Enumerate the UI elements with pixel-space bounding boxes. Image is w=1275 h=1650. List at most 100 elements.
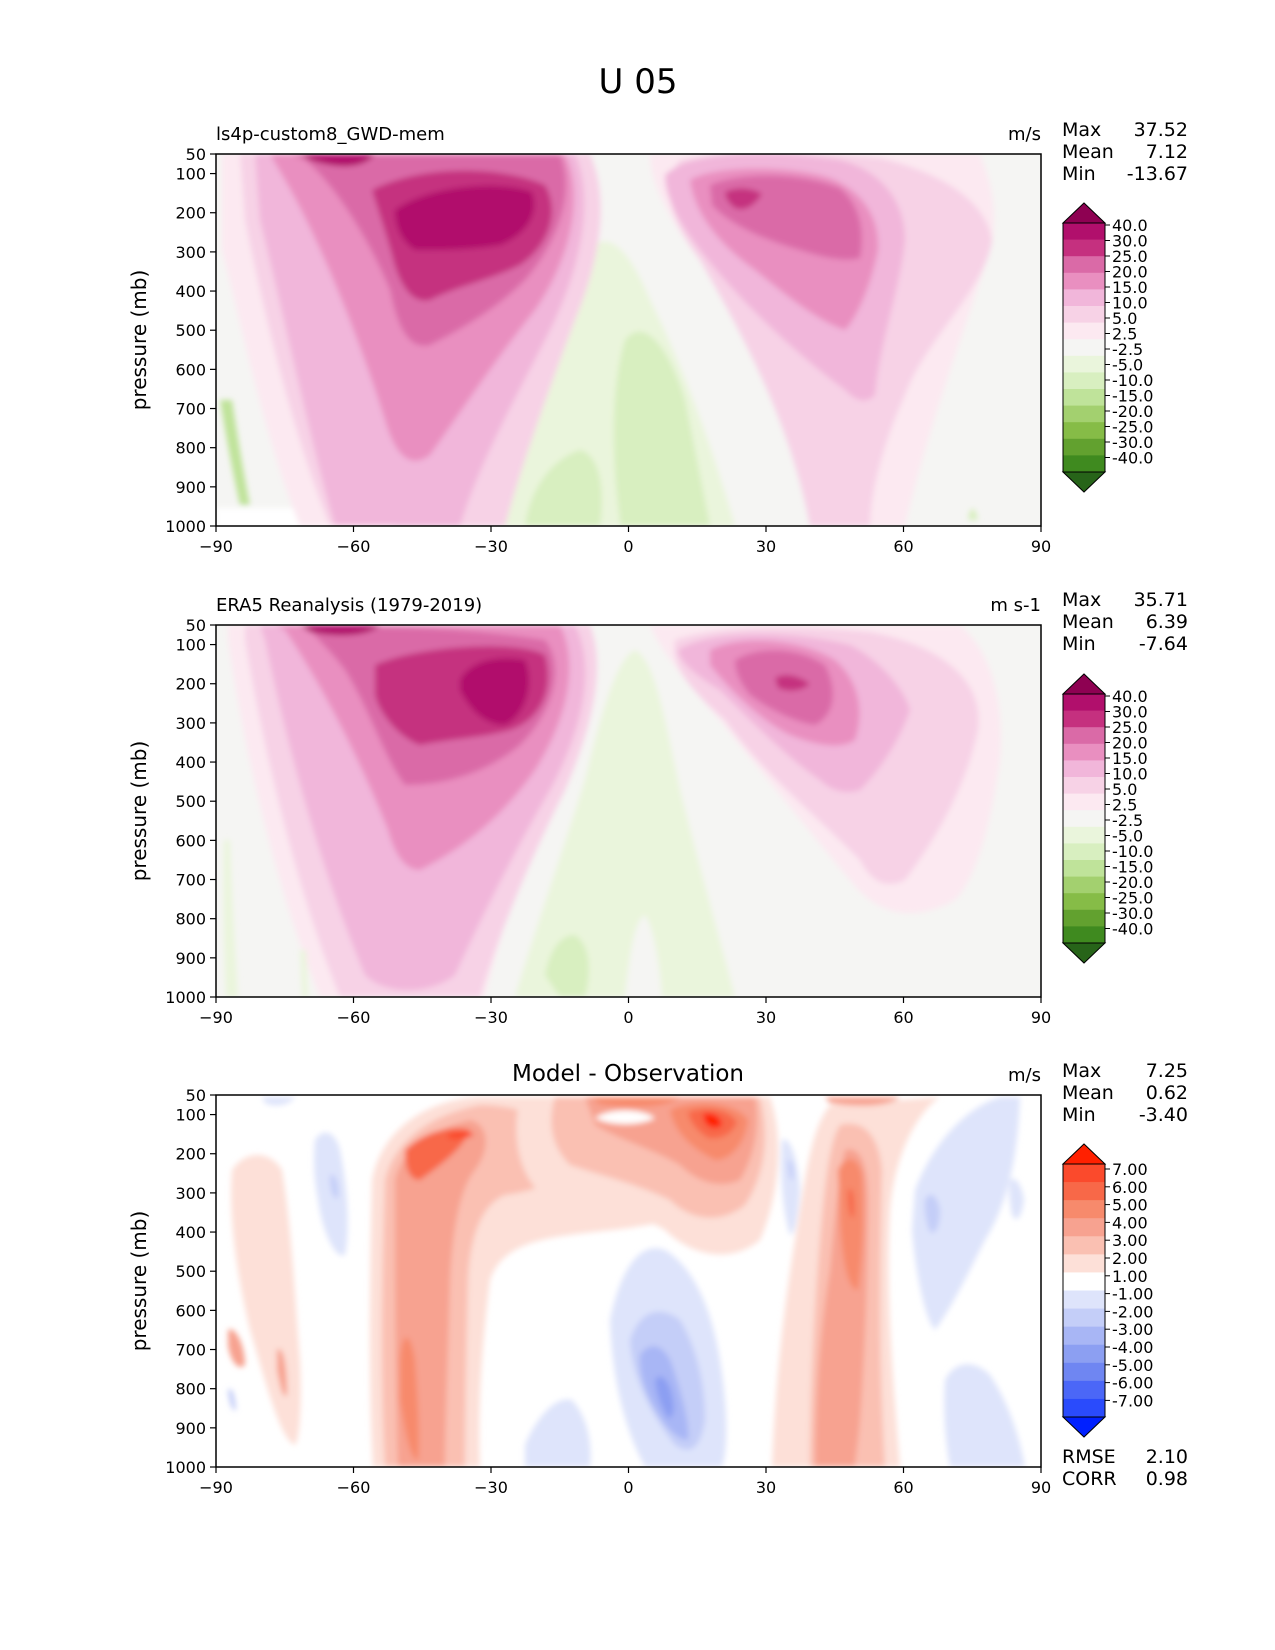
- colorbar-band: [1063, 322, 1105, 340]
- southern-jet-top: [300, 625, 380, 636]
- northern-negative-1-core: [788, 1159, 794, 1181]
- xtick-label: −90: [199, 1478, 233, 1497]
- colorbar-band: [1063, 438, 1105, 456]
- panel-model-colorbar: 40.030.025.020.015.010.05.02.5-2.5-5.0-1…: [1061, 202, 1153, 493]
- ytick-label: 400: [175, 753, 206, 772]
- upper-negative: [262, 1097, 295, 1106]
- colorbar-label: 20.0: [1112, 734, 1148, 753]
- colorbar-band: [1063, 777, 1105, 795]
- colorbar-label: -4.00: [1112, 1338, 1153, 1357]
- ytick-label: 200: [175, 675, 206, 694]
- colorbar-frame: [1062, 1163, 1106, 1418]
- panel-era5-ylabel: pressure (mb): [127, 741, 151, 882]
- colorbar-band: [1063, 1326, 1105, 1346]
- colorbar-label: 6.00: [1112, 1178, 1148, 1197]
- colorbar-band: [1063, 272, 1105, 290]
- colorbar-band: [1063, 760, 1105, 778]
- panel-difference-ylabel: pressure (mb): [127, 1211, 151, 1352]
- southern-jet-top: [300, 154, 375, 167]
- northern-negative-4: [1009, 1178, 1024, 1220]
- colorbar-label: 40.0: [1112, 216, 1148, 235]
- ytick-label: 800: [175, 910, 206, 929]
- ytick-label: 1000: [165, 1458, 206, 1477]
- equatorial-upper: [590, 1097, 680, 1107]
- southern-jet-core: [395, 185, 535, 250]
- colorbar-band: [1063, 1272, 1105, 1291]
- panel-model-min-label: Min: [1062, 163, 1096, 185]
- colorbar-band: [1063, 355, 1105, 373]
- ytick-label: 100: [175, 165, 206, 184]
- colorbar-label: -1.00: [1112, 1285, 1153, 1304]
- colorbar-band: [1063, 256, 1105, 274]
- tropical-easterlies-core: [613, 331, 710, 526]
- colorbar-label: -25.0: [1112, 889, 1153, 908]
- colorbar-label: -15.0: [1112, 858, 1153, 877]
- colorbar-band: [1063, 455, 1105, 473]
- southern-jet-core: [460, 658, 529, 725]
- panel-model-title: ls4p-custom8_GWD-mem: [216, 124, 445, 145]
- northern-jet-core: [775, 675, 810, 691]
- colorbar-band: [1063, 1290, 1105, 1310]
- colorbar-frame: [1062, 693, 1106, 944]
- colorbar-band: [1063, 289, 1105, 307]
- ytick-label: 800: [175, 439, 206, 458]
- colorbar-band: [1063, 339, 1105, 357]
- colorbar-label: 4.00: [1112, 1213, 1148, 1232]
- xtick-label: −30: [474, 537, 508, 556]
- panel-era5-min-value: -7.64: [1139, 633, 1188, 655]
- xtick-label: 0: [623, 1008, 633, 1027]
- panel-model-max-value: 37.52: [1134, 119, 1188, 141]
- colorbar-label: 15.0: [1112, 749, 1148, 768]
- panel-difference-contours: [228, 1097, 1025, 1467]
- northern-negative-3: [944, 1364, 1025, 1467]
- xtick-label: 30: [756, 1008, 776, 1027]
- colorbar-band: [1063, 422, 1105, 440]
- colorbar-band: [1063, 239, 1105, 257]
- colorbar-band: [1063, 727, 1105, 745]
- colorbar-label: 5.0: [1112, 309, 1137, 328]
- panel-era5-xticks: −90 −60 −30 0 30 60 90: [199, 997, 1051, 1027]
- northern-column-lvl4: [838, 1159, 864, 1290]
- colorbar-band: [1063, 810, 1105, 828]
- colorbar-bottom-extend: [1061, 471, 1107, 493]
- colorbar-label: 1.00: [1112, 1267, 1148, 1286]
- colorbar-band: [1063, 1344, 1105, 1364]
- colorbar-label: -5.00: [1112, 1356, 1153, 1375]
- polar-strip: [300, 950, 308, 997]
- colorbar-top-extend: [1061, 202, 1107, 224]
- colorbar-band: [1063, 1236, 1105, 1255]
- colorbar-band: [1063, 1254, 1105, 1273]
- colorbar-label: 10.0: [1112, 765, 1148, 784]
- colorbar-label: 5.0: [1112, 780, 1137, 799]
- southern-column-lvl3: [395, 1120, 486, 1467]
- ytick-label: 400: [175, 282, 206, 301]
- antarctic-easterlies: [220, 400, 250, 505]
- colorbar-label: -40.0: [1112, 449, 1153, 468]
- tropical-surface-easterlies: [545, 935, 589, 997]
- colorbar-label: -10.0: [1112, 371, 1153, 390]
- panel-era5-min-label: Min: [1062, 633, 1096, 655]
- high-latitude-negative: [968, 508, 978, 520]
- tropical-upper-max: [703, 1113, 722, 1128]
- colorbar-band: [1063, 1362, 1105, 1382]
- colorbar-label: -5.0: [1112, 356, 1143, 375]
- colorbar-label: -6.00: [1112, 1374, 1153, 1393]
- colorbar-label: -40.0: [1112, 920, 1153, 939]
- ytick-label: 600: [175, 1301, 206, 1320]
- panel-model-mean-value: 7.12: [1146, 141, 1188, 163]
- southern-jet-lvl6: [448, 1131, 474, 1139]
- ytick-label: 50: [186, 1086, 206, 1105]
- xtick-label: −90: [199, 537, 233, 556]
- panel-model-ylabel: pressure (mb): [127, 270, 151, 411]
- colorbar-label: 25.0: [1112, 247, 1148, 266]
- xtick-label: 60: [893, 1478, 913, 1497]
- tropical-easterlies-region: [515, 650, 735, 997]
- colorbar-label: -5.0: [1112, 827, 1143, 846]
- colorbar-bottom-extend: [1061, 1416, 1107, 1438]
- panel-model-contours: [216, 154, 995, 526]
- colorbar-label: 2.00: [1112, 1249, 1148, 1268]
- ytick-label: 300: [175, 1184, 206, 1203]
- panel-era5-units: m s-1: [990, 595, 1041, 616]
